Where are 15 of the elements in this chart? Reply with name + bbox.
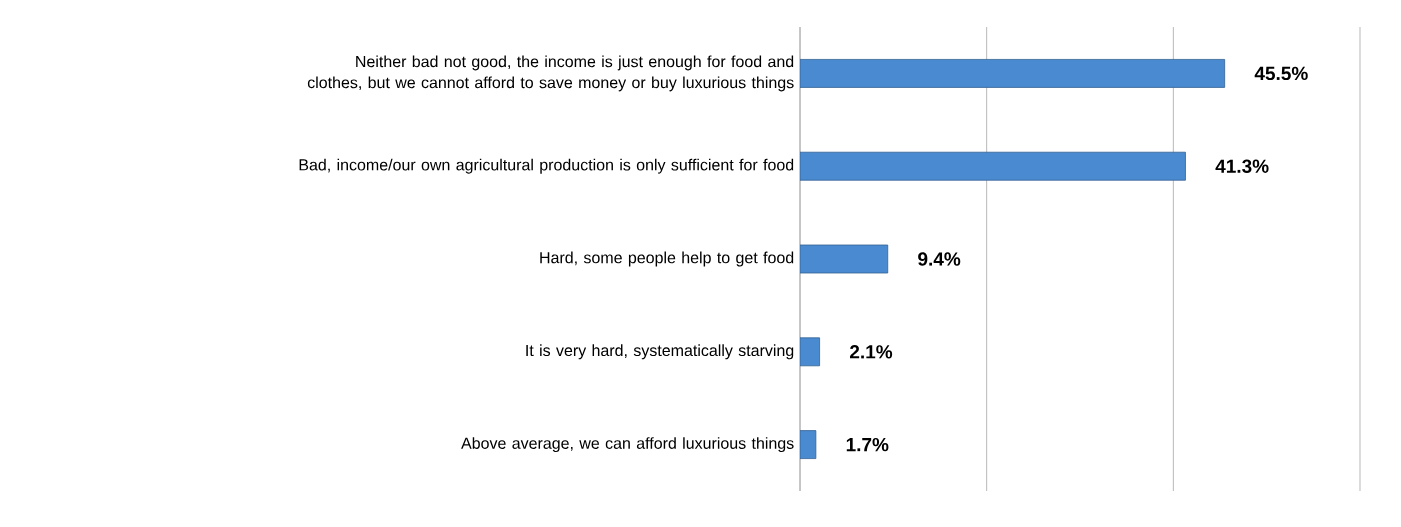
- data-label: 45.5%: [1254, 66, 1308, 81]
- data-label: 9.4%: [918, 252, 961, 266]
- data-label: 2.1%: [849, 345, 893, 359]
- bar: [800, 430, 817, 459]
- y-tick-label: Above average, we can afford luxurious things: [461, 437, 794, 453]
- data-label: 41.3%: [1215, 159, 1269, 173]
- bar: [800, 337, 820, 367]
- bar: [800, 244, 889, 274]
- y-tick-label: Hard, some people help to get food: [540, 251, 794, 267]
- data-label: 1.7%: [846, 437, 889, 452]
- bar: [800, 59, 1226, 88]
- y-tick-label: It is very hard, systematically starving: [526, 344, 794, 360]
- bar: [800, 151, 1186, 181]
- y-tick-label: Bad, income/our own agricultural production is only sufficient for food: [299, 158, 794, 174]
- y-tick-label: Neither bad not good, the income is just enough for food and clothes, but we cannot afford to save money or buy luxurious things: [307, 55, 794, 92]
